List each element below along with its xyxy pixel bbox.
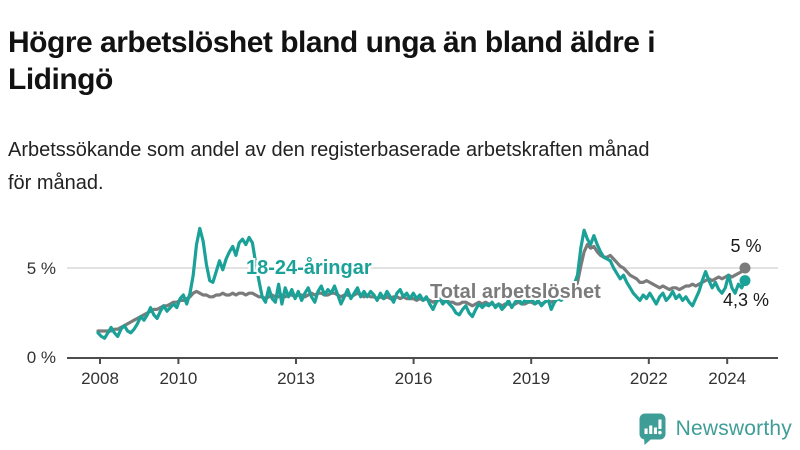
end-value-total: 5 %	[730, 236, 762, 256]
y-axis-label-0: 0 %	[26, 348, 56, 367]
title-line-1: Högre arbetslöshet bland unga än bland ä…	[8, 26, 656, 60]
x-axis-label: 2010	[159, 369, 198, 388]
newsworthy-logo-text: Newsworthy	[675, 416, 792, 440]
title-line-2: Lidingö	[8, 63, 113, 97]
x-axis-label: 2016	[394, 369, 433, 388]
page-title: Högre arbetslöshet bland unga än bland ä…	[8, 24, 792, 98]
chart-subtitle: Arbetssökande som andel av den registerb…	[8, 134, 792, 200]
newsworthy-logo-icon	[639, 413, 666, 445]
x-axis-label: 2019	[512, 369, 551, 388]
series-label-youth: 18-24-åringar	[246, 257, 372, 279]
y-axis-label-5: 5 %	[26, 259, 56, 278]
end-value-youth: 4,3 %	[722, 290, 770, 310]
x-axis-label: 2022	[629, 369, 668, 388]
series-label-total: Total arbetslöshet	[430, 281, 601, 303]
x-axis-label: 2024	[708, 369, 747, 388]
x-axis-label: 2013	[277, 369, 315, 388]
newsworthy-logo[interactable]: Newsworthy	[638, 412, 792, 445]
subtitle-line-1: Arbetssökande som andel av den registerb…	[8, 139, 650, 161]
subtitle-line-2: för månad.	[8, 172, 104, 194]
x-axis-label: 2008	[81, 369, 119, 388]
